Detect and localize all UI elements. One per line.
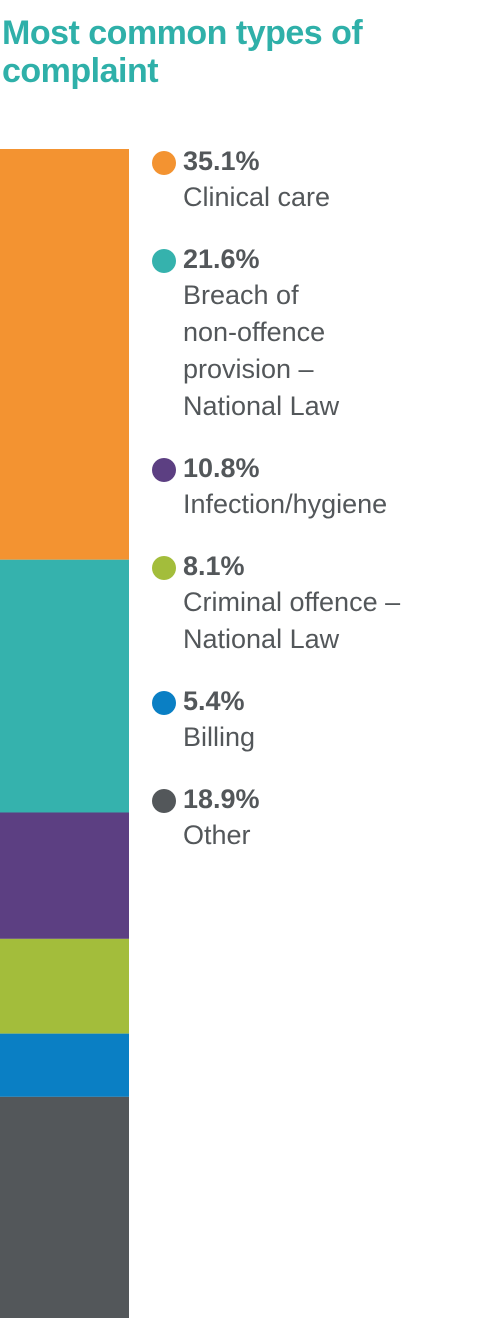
legend-item: 8.1% Criminal offence – National Law [152, 548, 492, 658]
bar-segment [0, 812, 129, 939]
legend-marker [152, 151, 176, 175]
legend: 35.1% Clinical care 21.6% Breach of non-off… [152, 143, 492, 879]
legend-item: 21.6% Breach of non-offence provision – N… [152, 241, 492, 425]
value-label: 21.6% [183, 244, 260, 274]
value-label: 8.1% [183, 551, 245, 581]
bar-segment [0, 938, 129, 1034]
legend-marker [152, 249, 176, 273]
value-label: 18.9% [183, 784, 260, 814]
legend-item: 10.8% Infection/hygiene [152, 450, 492, 523]
legend-label: Infection/hygiene [183, 489, 388, 519]
legend-marker [152, 691, 176, 715]
legend-item: 5.4% Billing [152, 683, 492, 756]
legend-label: Billing [183, 722, 256, 752]
value-label: 5.4% [183, 686, 245, 716]
bar-segment [0, 149, 129, 560]
legend-item: 35.1% Clinical care [152, 143, 492, 216]
chart [0, 149, 129, 1318]
value-label: 35.1% [183, 146, 260, 176]
legend-label: Criminal offence – National Law [183, 587, 401, 654]
legend-marker [152, 556, 176, 580]
legend-label: Other [183, 820, 251, 850]
legend-label: Breach of non-offence provision – Nation… [183, 280, 340, 421]
chart-title: Most common types of complaint [2, 14, 363, 90]
bar-segment [0, 1096, 129, 1318]
legend-marker [152, 789, 176, 813]
bar-segment [0, 559, 129, 813]
legend-item: 18.9% Other [152, 781, 492, 854]
bar-segment [0, 1033, 129, 1097]
value-label: 10.8% [183, 453, 260, 483]
legend-marker [152, 458, 176, 482]
legend-label: Clinical care [183, 182, 331, 212]
